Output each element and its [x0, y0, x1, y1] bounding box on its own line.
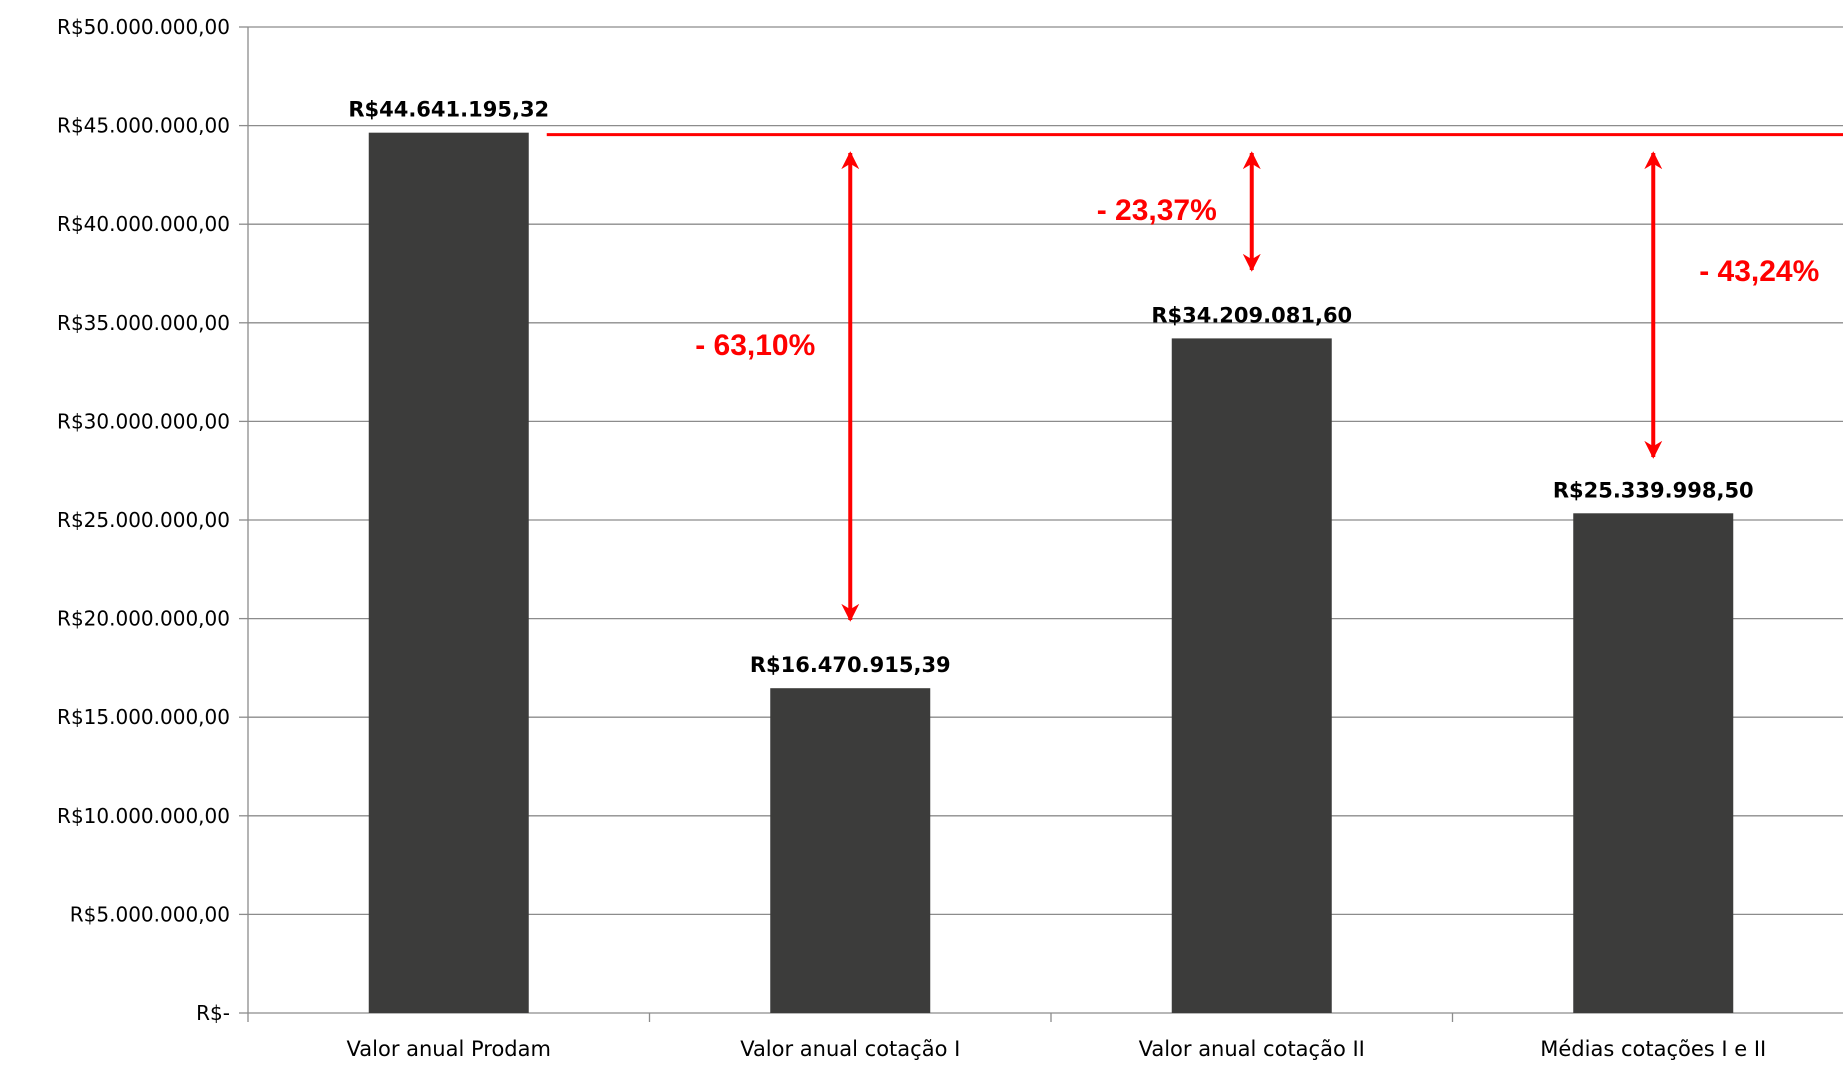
x-tick-label: Valor anual Prodam — [347, 1037, 551, 1061]
data-label: R$16.470.915,39 — [750, 653, 951, 677]
y-tick-label: R$50.000.000,00 — [57, 15, 230, 39]
percent-difference-label: - 63,10% — [695, 329, 815, 362]
data-label: R$25.339.998,50 — [1553, 478, 1754, 502]
x-tick-label: Valor anual cotação II — [1139, 1037, 1365, 1061]
y-tick-label: R$35.000.000,00 — [57, 311, 230, 335]
bar — [368, 132, 529, 1013]
bars — [368, 132, 1734, 1013]
y-tick-label: R$- — [196, 1001, 230, 1025]
y-tick-label: R$5.000.000,00 — [70, 902, 230, 926]
y-tick-label: R$10.000.000,00 — [57, 804, 230, 828]
y-tick-label: R$30.000.000,00 — [57, 409, 230, 433]
y-tick-label: R$40.000.000,00 — [57, 212, 230, 236]
y-tick-label: R$15.000.000,00 — [57, 705, 230, 729]
y-tick-label: R$45.000.000,00 — [57, 114, 230, 138]
data-label: R$34.209.081,60 — [1151, 303, 1352, 327]
data-label: R$44.641.195,32 — [348, 98, 549, 122]
annotations: - 63,10% - 23,37% - 43,24% — [546, 133, 1843, 622]
bar — [1171, 338, 1332, 1013]
y-tick-label: R$20.000.000,00 — [57, 607, 230, 631]
bar — [1573, 513, 1734, 1013]
data-labels: R$44.641.195,32 R$16.470.915,39 R$34.209.0… — [348, 98, 1753, 678]
x-tick-label: Valor anual cotação I — [740, 1037, 960, 1061]
percent-difference-label: - 43,24% — [1699, 255, 1819, 288]
axes: R$- R$5.000.000,00 R$10.000.000,00 R$15.000… — [57, 15, 1843, 1061]
x-tick-label: Médias cotações I e II — [1540, 1037, 1766, 1061]
percent-difference-label: - 23,37% — [1097, 194, 1217, 227]
y-tick-label: R$25.000.000,00 — [57, 508, 230, 532]
bar — [770, 688, 931, 1013]
